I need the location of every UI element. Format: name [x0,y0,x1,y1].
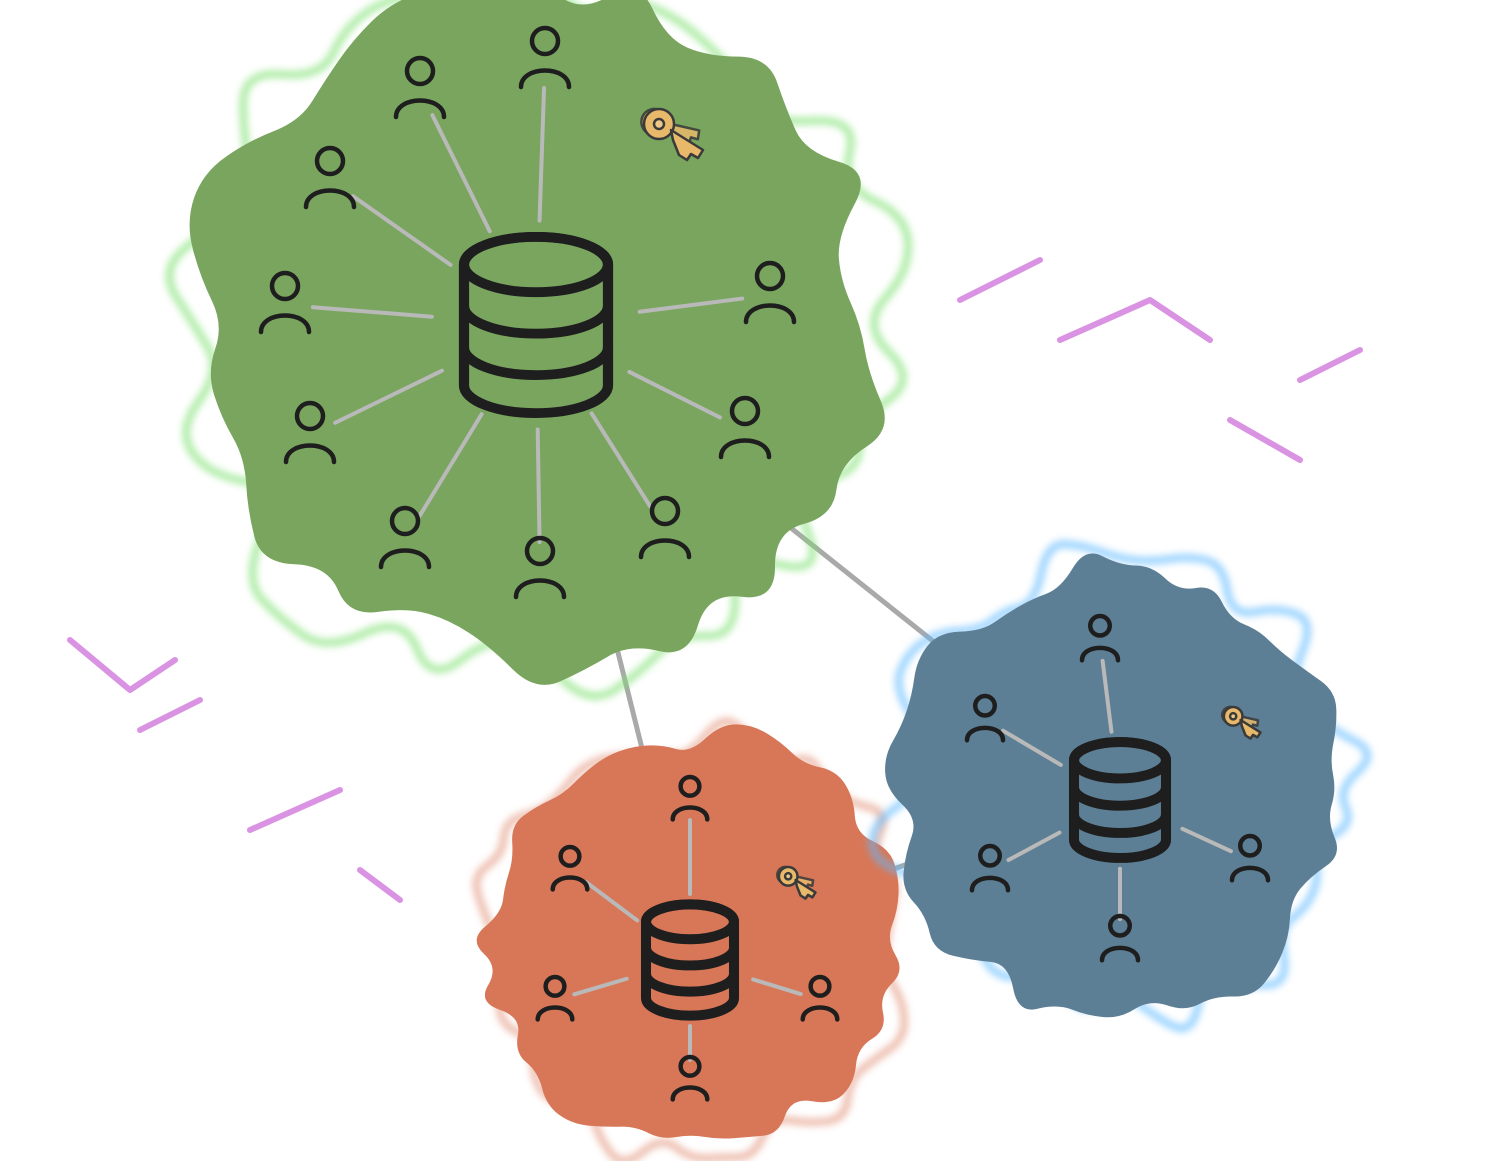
spoke [538,429,540,542]
artifact-stroke [1300,350,1360,380]
artifact-stroke [140,700,200,730]
artifact-stroke [960,260,1040,300]
cluster-blue [872,544,1367,1028]
cluster-green [169,0,908,696]
artifact-stroke [70,640,175,690]
artifact-stroke [1230,420,1300,460]
artifact-stroke [250,790,340,830]
artifact-stroke [360,870,400,900]
link-green-orange [614,638,642,751]
cluster-orange [476,721,904,1160]
artifact-stroke [1060,300,1210,340]
